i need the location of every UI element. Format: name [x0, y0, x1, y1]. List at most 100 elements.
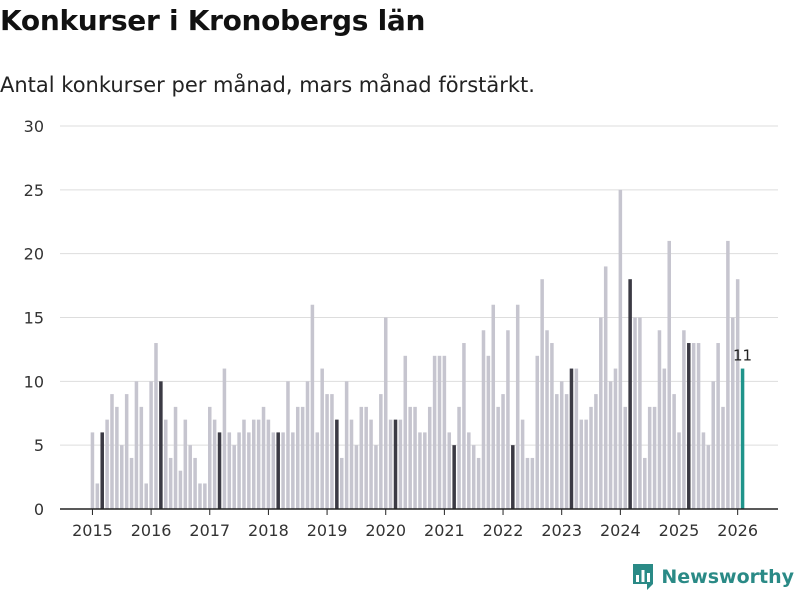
- bar: [716, 343, 720, 509]
- bar: [462, 343, 466, 509]
- bar: [164, 419, 168, 509]
- bar: [657, 330, 662, 509]
- bar: [677, 432, 681, 509]
- bar: [374, 445, 378, 509]
- bar: [344, 381, 349, 509]
- bar: [711, 381, 715, 509]
- bar: [134, 381, 139, 509]
- bar: [188, 445, 192, 509]
- bar: [662, 368, 667, 509]
- bar: [281, 432, 285, 509]
- bar: [115, 406, 119, 509]
- bar: [559, 381, 564, 509]
- bar: [589, 406, 593, 509]
- bar: [579, 419, 584, 509]
- bar: [398, 419, 403, 509]
- bar: [623, 406, 628, 509]
- newsworthy-logo: Newsworthy: [631, 562, 794, 592]
- bar: [144, 483, 148, 509]
- chart-subtitle: Antal konkurser per månad, mars månad fö…: [0, 73, 535, 97]
- bar: [266, 419, 271, 509]
- bar: [212, 419, 217, 509]
- x-tick-label: 2019: [307, 521, 348, 540]
- bar: [256, 419, 261, 509]
- bar: [310, 304, 315, 509]
- bar: [300, 406, 305, 509]
- bar: [339, 457, 344, 509]
- y-tick-label: 20: [24, 245, 44, 264]
- bar: [315, 432, 320, 509]
- newsworthy-icon: [633, 564, 654, 590]
- bar-latest: [740, 368, 745, 509]
- bar: [457, 406, 461, 509]
- bar: [447, 432, 452, 509]
- bar: [506, 330, 510, 509]
- bar: [403, 355, 408, 509]
- bar-highlight: [100, 432, 104, 509]
- bar: [633, 317, 637, 509]
- x-tick-label: 2016: [131, 521, 172, 540]
- bar: [574, 368, 579, 509]
- bar: [618, 189, 623, 510]
- bar: [501, 394, 505, 509]
- bar: [530, 457, 535, 509]
- bar: [359, 406, 364, 509]
- bar: [154, 343, 158, 509]
- bar: [520, 419, 525, 509]
- bar: [613, 368, 618, 509]
- x-tick-label: 2026: [717, 521, 758, 540]
- bar: [721, 406, 725, 509]
- bar: [305, 381, 310, 509]
- bar: [129, 457, 134, 509]
- bar: [535, 355, 540, 509]
- bar: [203, 483, 207, 509]
- bar: [198, 483, 202, 509]
- bar: [261, 406, 266, 509]
- bar: [486, 355, 491, 509]
- bar: [110, 394, 114, 509]
- y-tick-label: 25: [24, 181, 44, 200]
- bar: [325, 394, 329, 509]
- bar: [731, 317, 735, 509]
- bar: [691, 343, 696, 509]
- bar: [603, 266, 608, 509]
- bar: [491, 304, 496, 509]
- y-tick-label: 15: [24, 309, 44, 328]
- bar: [432, 355, 437, 509]
- bar: [726, 240, 730, 509]
- bar: [735, 279, 740, 509]
- x-tick-label: 2018: [248, 521, 289, 540]
- bar-highlight: [276, 432, 280, 509]
- bar: [124, 394, 129, 509]
- bar: [525, 457, 530, 509]
- bar: [383, 317, 388, 509]
- bar: [227, 432, 232, 509]
- bar: [545, 330, 549, 509]
- bar: [237, 432, 241, 509]
- bar: [320, 368, 324, 509]
- bar: [667, 240, 671, 509]
- bar: [594, 394, 598, 509]
- bar-highlight: [569, 368, 574, 509]
- bar: [608, 381, 613, 509]
- bar-highlight: [452, 445, 456, 509]
- x-tick-label: 2021: [424, 521, 465, 540]
- y-tick-label: 5: [34, 436, 44, 455]
- bar: [193, 457, 197, 509]
- brand-name: Newsworthy: [661, 566, 794, 588]
- bar: [388, 419, 393, 509]
- bar: [364, 406, 368, 509]
- x-tick-label: 2020: [365, 521, 406, 540]
- bar-highlight: [687, 343, 691, 509]
- y-tick-label: 10: [24, 372, 44, 391]
- bar: [515, 304, 520, 509]
- bar: [408, 406, 412, 509]
- bar: [139, 406, 144, 509]
- bar: [672, 394, 676, 509]
- bar: [418, 432, 422, 509]
- bar: [696, 343, 701, 509]
- bar: [295, 406, 300, 509]
- bar: [652, 406, 657, 509]
- bar: [354, 445, 359, 509]
- bar: [183, 419, 188, 509]
